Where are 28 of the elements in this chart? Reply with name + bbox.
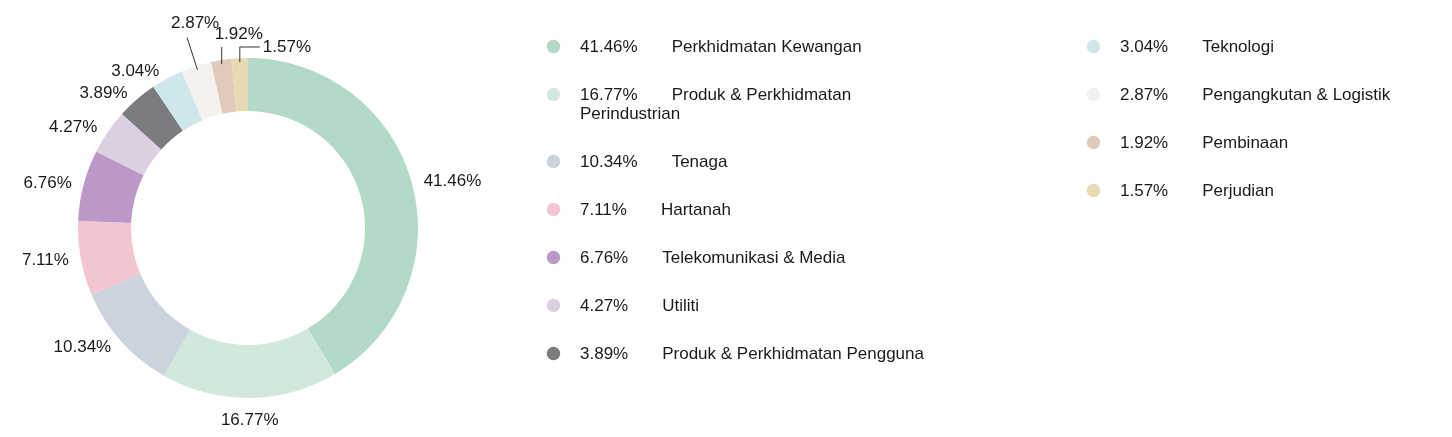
legend-label: 1.57% Perjudian bbox=[1120, 180, 1275, 200]
data-label: 4.27% bbox=[49, 117, 98, 137]
legend-label: 1.92% Pembinaan bbox=[1120, 132, 1289, 152]
data-label: 3.89% bbox=[79, 83, 128, 103]
data-label: 1.57% bbox=[262, 37, 312, 56]
data-label: 6.76% bbox=[23, 173, 72, 193]
donut-slice bbox=[78, 151, 144, 223]
donut-slice bbox=[248, 58, 418, 375]
donut-slice bbox=[163, 328, 335, 398]
legend-label: 41.46% Perkhidmatan Kewangan bbox=[580, 36, 862, 56]
legend-label: 10.34% Tenaga bbox=[580, 151, 728, 171]
data-label: 7.11% bbox=[21, 249, 69, 269]
legend-label: 4.27% Utiliti bbox=[580, 295, 700, 315]
donut-slice bbox=[96, 113, 162, 176]
data-label: 3.04% bbox=[111, 61, 160, 81]
donut-slice bbox=[231, 58, 248, 112]
donut-slice bbox=[78, 220, 141, 295]
donut-slice bbox=[211, 58, 237, 114]
data-label: 10.34% bbox=[53, 336, 112, 356]
legend-label: 6.76% Telekomunikasi & Media bbox=[580, 247, 847, 267]
legend-label: 7.11% Hartanah bbox=[580, 199, 731, 219]
data-label: 41.46% bbox=[423, 170, 482, 190]
legend-label: 3.89% Produk & Perkhidmatan Pengguna bbox=[580, 343, 925, 363]
legend-label: 3.04% Teknologi bbox=[1120, 36, 1275, 56]
data-label: 16.77% bbox=[220, 409, 279, 429]
legend-label: 2.87% Pengangkutan & Logistik bbox=[1120, 84, 1391, 104]
donut-slice bbox=[181, 62, 223, 121]
legend-label: 16.77% Produk & Perkhidmatan Perindustrian bbox=[580, 84, 852, 123]
